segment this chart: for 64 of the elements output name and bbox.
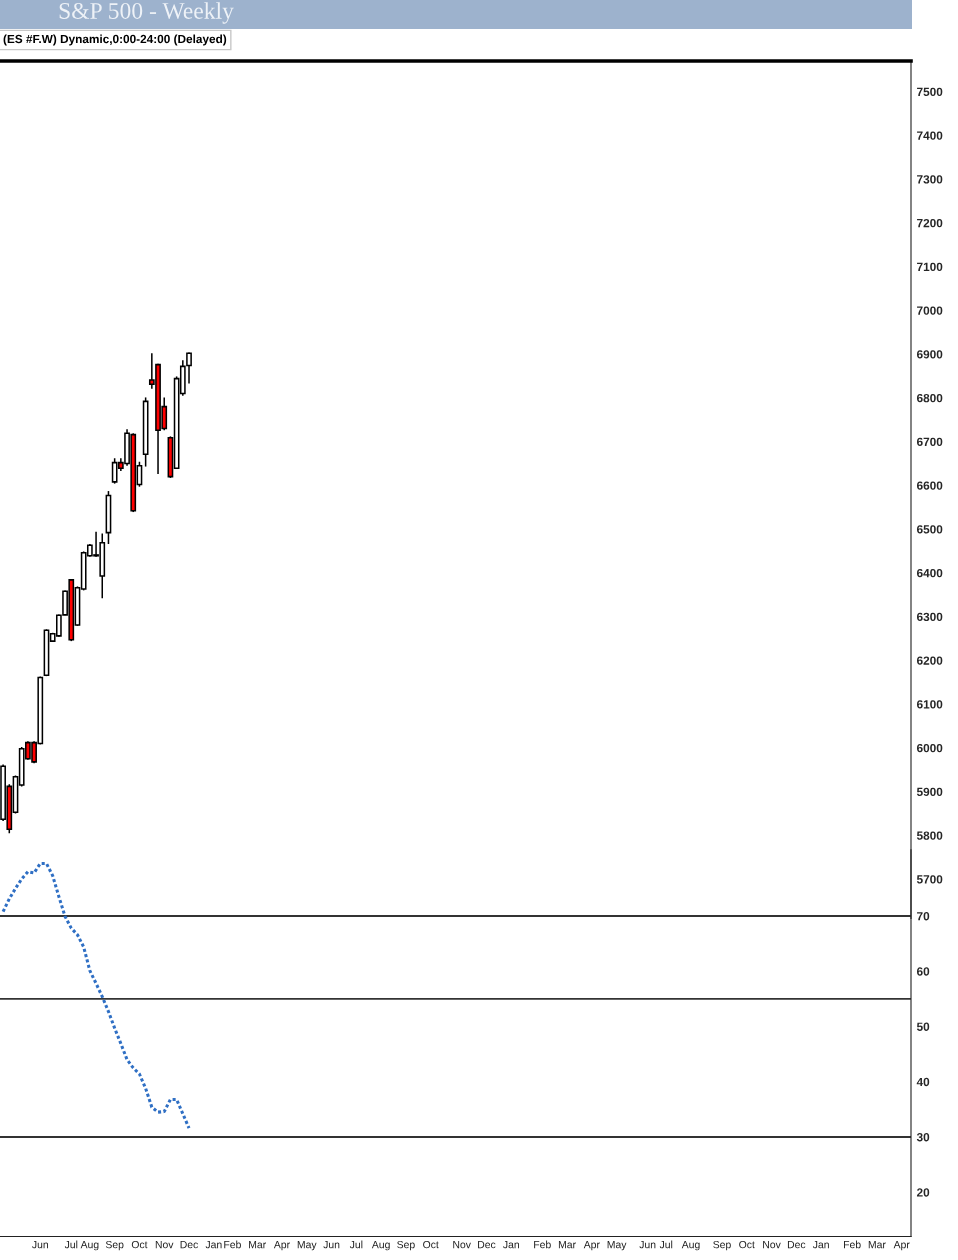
x-tick-label: Dec (478, 1241, 496, 1249)
y-tick-label: 6500 (916, 525, 943, 534)
x-tick-label: Nov (763, 1241, 781, 1249)
x-tick-label: May (607, 1241, 627, 1251)
x-tick-label: Feb (844, 1240, 861, 1249)
x-tick-label: Jan (812, 1241, 829, 1249)
x-tick-label: Feb (534, 1240, 551, 1249)
x-tick-label: Aug (371, 1241, 390, 1251)
y-tick-label: 6600 (916, 481, 943, 490)
x-tick-label: Feb (224, 1240, 241, 1249)
y-tick-label: 7300 (917, 175, 943, 184)
x-tick-label: Oct (423, 1240, 439, 1249)
y-tick-label: 40 (916, 1077, 930, 1087)
x-tick-label: Sep (397, 1240, 415, 1251)
y-tick-label: 20 (916, 1188, 930, 1197)
x-tick-label: Oct (131, 1240, 148, 1249)
x-tick-label: Mar (558, 1241, 576, 1249)
y-tick-label: 7400 (917, 131, 943, 140)
y-tick-label: 6000 (916, 743, 943, 753)
y-tick-label: 7000 (917, 306, 943, 315)
x-tick-label: Jul (659, 1240, 673, 1249)
x-tick-label: Oct (739, 1240, 755, 1249)
y-tick-label: 7500 (917, 87, 943, 97)
y-tick-label: 5900 (916, 787, 943, 797)
x-tick-label: Jun (323, 1241, 340, 1249)
y-tick-label: 7100 (917, 262, 943, 272)
y-tick-label: 5700 (916, 875, 943, 884)
candlestick (186, 351, 192, 385)
y-tick-label: 6100 (916, 700, 943, 709)
y-tick-label: 6700 (916, 437, 943, 447)
y-tick-label: 50 (916, 1022, 930, 1031)
y-tick-label: 5800 (916, 831, 943, 840)
y-tick-label: 6400 (916, 568, 943, 578)
y-tick-label: 7200 (917, 218, 943, 228)
x-tick-label: Dec (787, 1241, 806, 1249)
x-tick-label: Sep (713, 1240, 731, 1251)
x-tick-label: Nov (155, 1241, 174, 1249)
y-tick-label: 6200 (916, 656, 943, 665)
x-tick-label: Aug (80, 1241, 99, 1251)
x-tick-label: Aug (681, 1241, 700, 1251)
x-tick-label: Jul (64, 1240, 78, 1249)
x-tick-label: Jan (503, 1241, 519, 1249)
y-tick-label: 70 (917, 912, 930, 921)
x-tick-label: Mar (868, 1241, 886, 1249)
line-series (1, 861, 191, 1130)
x-tick-label: Jun (32, 1241, 48, 1249)
chart-title: S&P 500 - Weekly (59, 2, 234, 24)
x-tick-label: Dec (180, 1241, 198, 1249)
x-tick-label: Apr (273, 1241, 290, 1251)
x-tick-label: May (297, 1241, 317, 1251)
x-tick-label: Apr (893, 1241, 910, 1251)
x-tick-label: Jan (205, 1241, 222, 1249)
x-tick-label: Apr (583, 1241, 600, 1251)
y-tick-label: 6300 (916, 612, 943, 622)
y-tick-label: 60 (916, 967, 930, 976)
x-tick-label: Mar (249, 1241, 266, 1249)
x-tick-label: Jul (349, 1240, 363, 1249)
x-tick-label: Sep (105, 1240, 124, 1251)
y-tick-label: 6800 (916, 393, 943, 403)
x-tick-label: Nov (453, 1241, 471, 1249)
x-tick-label: Jun (639, 1241, 656, 1249)
y-tick-label: 6900 (916, 350, 943, 359)
chart-subtitle: (ES #F.W) Dynamic,0:00-24:00 (Delayed) (3, 34, 227, 46)
y-tick-label: 30 (916, 1133, 930, 1142)
